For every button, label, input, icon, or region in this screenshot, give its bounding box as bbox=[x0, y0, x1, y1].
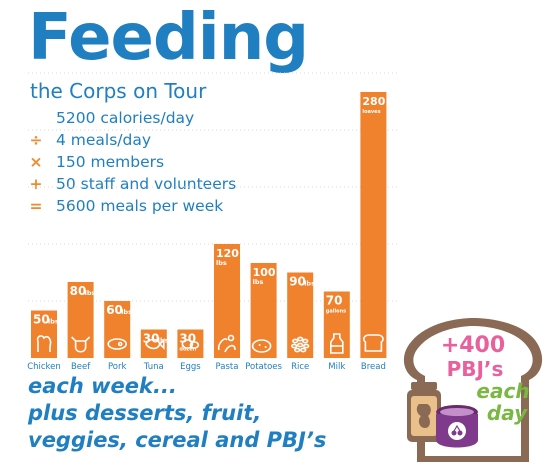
page-subtitle: the Corps on Tour bbox=[30, 79, 207, 103]
bar-unit-label: lbs bbox=[253, 278, 264, 286]
bar-rect bbox=[250, 263, 277, 358]
milk-bottle-icon bbox=[330, 333, 344, 354]
badge-day: day bbox=[487, 401, 528, 425]
calc-row: × 150 members bbox=[28, 151, 308, 173]
fish-icon bbox=[145, 338, 165, 350]
calc-row: = 5600 meals per week bbox=[28, 195, 308, 217]
page-title: Feeding bbox=[28, 1, 309, 75]
bar-value-label: 120 bbox=[216, 247, 239, 260]
calc-text: 150 members bbox=[56, 153, 165, 171]
chart-category-labels: Chicken Beef Pork Tuna Eggs Pasta Potatoes Rice… bbox=[27, 362, 386, 372]
bar-unit-label: lbs bbox=[216, 259, 227, 267]
bar-unit-label: lbs bbox=[48, 318, 59, 326]
bar-unit-label: lbs bbox=[304, 280, 315, 288]
footer-line: each week... bbox=[28, 374, 177, 398]
pbj-badge: +400 PBJ’s each day bbox=[403, 318, 543, 462]
bread-icon bbox=[362, 334, 384, 352]
bar-value-label: 280 bbox=[362, 95, 385, 108]
bar-unit-label: loaves bbox=[362, 109, 380, 115]
bar-rect bbox=[360, 92, 387, 358]
category-label: Rice bbox=[291, 362, 309, 372]
potato-icon bbox=[251, 339, 272, 353]
footer-note: each week... plus desserts, fruit, veggi… bbox=[28, 373, 326, 454]
calc-operator: = bbox=[29, 197, 43, 215]
bar-value-label: 60 bbox=[106, 303, 123, 317]
bar-rect bbox=[31, 310, 57, 358]
category-label: Milk bbox=[328, 362, 345, 372]
badge-pbjs: PBJ’s bbox=[447, 357, 504, 381]
bar-unit-label: lbs bbox=[158, 337, 169, 345]
bar-value-label: 70 bbox=[326, 294, 343, 308]
calc-text: 50 staff and volunteers bbox=[56, 175, 237, 193]
calc-operator: × bbox=[29, 153, 43, 171]
bar-unit-label: gallons bbox=[326, 309, 346, 315]
bar-unit-label: dozen bbox=[179, 347, 196, 353]
category-label: Pork bbox=[108, 362, 127, 372]
calc-operator: ÷ bbox=[29, 131, 43, 149]
category-label: Tuna bbox=[143, 362, 164, 372]
bar-rect bbox=[323, 291, 350, 358]
chicken-icon bbox=[36, 335, 52, 352]
cow-icon bbox=[71, 336, 91, 353]
bar-rect bbox=[140, 329, 167, 358]
calc-row: +50 staff and volunteers bbox=[28, 173, 308, 195]
category-label: Pasta bbox=[216, 362, 239, 372]
calc-row: ÷ 4 meals/day bbox=[28, 129, 308, 151]
category-label: Potatoes bbox=[245, 362, 282, 372]
calc-text: 4 meals/day bbox=[56, 131, 152, 149]
calorie-calculation: 5200 calories/day ÷ 4 meals/day × 150 memb… bbox=[28, 107, 308, 217]
category-label: Bread bbox=[361, 362, 386, 372]
jelly-jar-icon bbox=[436, 405, 478, 448]
bar-value-label: 100 bbox=[253, 266, 276, 279]
bar-rect bbox=[287, 272, 314, 358]
bar-rect bbox=[177, 329, 204, 358]
bar-value-label: 50 bbox=[33, 313, 50, 327]
calc-text: 5600 meals per week bbox=[56, 197, 224, 215]
footer-line: plus desserts, fruit, bbox=[28, 401, 262, 425]
category-label: Chicken bbox=[27, 362, 61, 372]
rice-icon bbox=[291, 336, 310, 353]
category-label: Eggs bbox=[180, 362, 201, 372]
peanut-butter-jar-icon bbox=[407, 382, 441, 442]
calc-text: 5200 calories/day bbox=[56, 109, 195, 127]
pasta-icon bbox=[217, 334, 236, 353]
bar-value-label: 80 bbox=[70, 284, 87, 298]
badge-plus-400: +400 bbox=[441, 333, 505, 358]
bar-unit-label: lbs bbox=[121, 308, 132, 316]
footer-line: veggies, cereal and PBJ’s bbox=[28, 428, 327, 452]
badge-each: each bbox=[476, 379, 529, 403]
bar-rect bbox=[214, 244, 240, 358]
bar-rect bbox=[67, 282, 94, 358]
bar-rect bbox=[104, 301, 131, 358]
bar-value-label: 30 bbox=[179, 332, 196, 346]
calc-operator: + bbox=[29, 175, 43, 193]
calc-row: 5200 calories/day bbox=[28, 107, 308, 129]
egg-icon bbox=[181, 339, 200, 349]
bar-value-label: 30 bbox=[143, 332, 160, 346]
bar-unit-label: lbs bbox=[85, 289, 96, 297]
category-label: Beef bbox=[71, 362, 91, 372]
pork-icon bbox=[107, 338, 127, 350]
bar-value-label: 90 bbox=[289, 275, 306, 289]
